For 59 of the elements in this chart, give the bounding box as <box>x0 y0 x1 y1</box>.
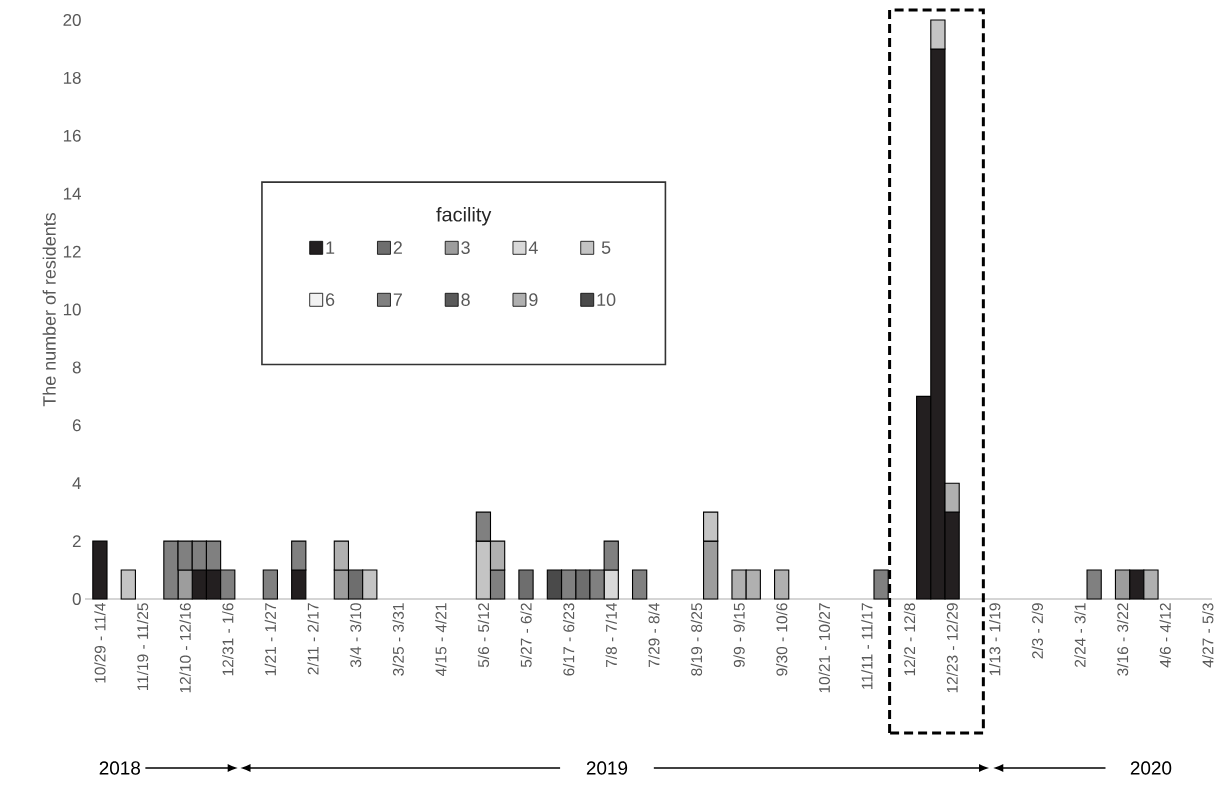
y-tick-label: 8 <box>72 361 81 374</box>
x-tick-label: 4/27 - 5/3 <box>1202 603 1214 668</box>
legend-label: 10 <box>597 293 616 306</box>
y-tick-label: 14 <box>63 187 81 200</box>
bar <box>1086 569 1102 600</box>
bar <box>631 569 648 600</box>
y-tick-label: 20 <box>63 13 81 26</box>
legend-label: 1 <box>326 241 335 254</box>
legend-label: 3 <box>461 241 470 254</box>
legend-label: 9 <box>529 293 538 306</box>
x-tick-label: 11/19 - 11/25 <box>136 603 149 691</box>
y-tick-label: 2 <box>72 535 81 548</box>
x-tick-label: 12/23 - 12/29 <box>946 603 958 693</box>
x-tick-label: 2/3 - 2/9 <box>1031 603 1043 659</box>
x-tick-label: 12/10 - 12/16 <box>179 603 191 693</box>
y-tick-label: 16 <box>63 129 81 142</box>
y-tick-label: 12 <box>63 245 81 258</box>
x-tick-label: 1/21 - 1/27 <box>264 603 277 676</box>
legend-label: 6 <box>325 293 335 306</box>
x-tick-label: 10/29 - 11/4 <box>94 602 106 683</box>
x-tick-label: 4/6 - 4/12 <box>1159 603 1171 668</box>
x-tick-label: 1/13 - 1/19 <box>989 603 1001 676</box>
x-tick-label: 11/11 - 11/17 <box>861 603 873 689</box>
bar <box>262 569 278 600</box>
x-tick-label: 7/8 - 7/14 <box>605 602 617 667</box>
x-tick-label: 3/4 - 3/10 <box>349 603 362 668</box>
x-tick-label: 3/25 - 3/31 <box>392 603 404 676</box>
y-tick-label: 6 <box>72 419 81 432</box>
bar <box>92 540 108 600</box>
legend-title: facility <box>436 206 492 226</box>
x-tick-label: 4/15 - 4/21 <box>435 603 447 676</box>
legend-label: 5 <box>601 241 611 254</box>
legend-label: 2 <box>393 241 402 254</box>
x-tick-label: 12/31 - 1/6 <box>222 603 234 676</box>
x-tick-label: 3/16 - 3/22 <box>1116 603 1129 676</box>
bar <box>774 569 790 600</box>
x-tick-label: 9/30 - 10/6 <box>776 603 788 676</box>
x-tick-label: 2/11 - 2/17 <box>307 603 319 675</box>
text: 2019 <box>586 761 628 775</box>
text: 2018 <box>99 761 141 775</box>
y-tick-label: 10 <box>63 303 81 316</box>
x-tick-label: 9/9 - 9/15 <box>733 603 745 668</box>
x-tick-label: 5/6 - 5/12 <box>477 603 490 668</box>
x-tick-label: 7/29 - 8/4 <box>648 602 660 667</box>
x-tick-label: 5/27 - 6/2 <box>520 603 532 668</box>
x-tick-label: 6/17 - 6/23 <box>562 603 575 676</box>
x-tick-label: 2/24 - 3/1 <box>1074 603 1086 667</box>
y-tick-label: 0 <box>72 593 81 605</box>
x-tick-label: 8/19 - 8/25 <box>690 603 703 676</box>
y-axis-title: The number of residents <box>42 212 56 407</box>
legend-label: 4 <box>528 241 538 254</box>
bar <box>518 569 534 600</box>
y-tick-label: 18 <box>63 71 81 84</box>
legend-label: 8 <box>461 293 470 306</box>
x-tick-label: 12/2 - 12/8 <box>903 603 916 676</box>
x-tick-label: 10/21 - 10/27 <box>818 603 830 693</box>
y-tick-label: 4 <box>72 477 81 490</box>
legend-label: 7 <box>393 293 402 306</box>
text: 2020 <box>1130 761 1172 775</box>
